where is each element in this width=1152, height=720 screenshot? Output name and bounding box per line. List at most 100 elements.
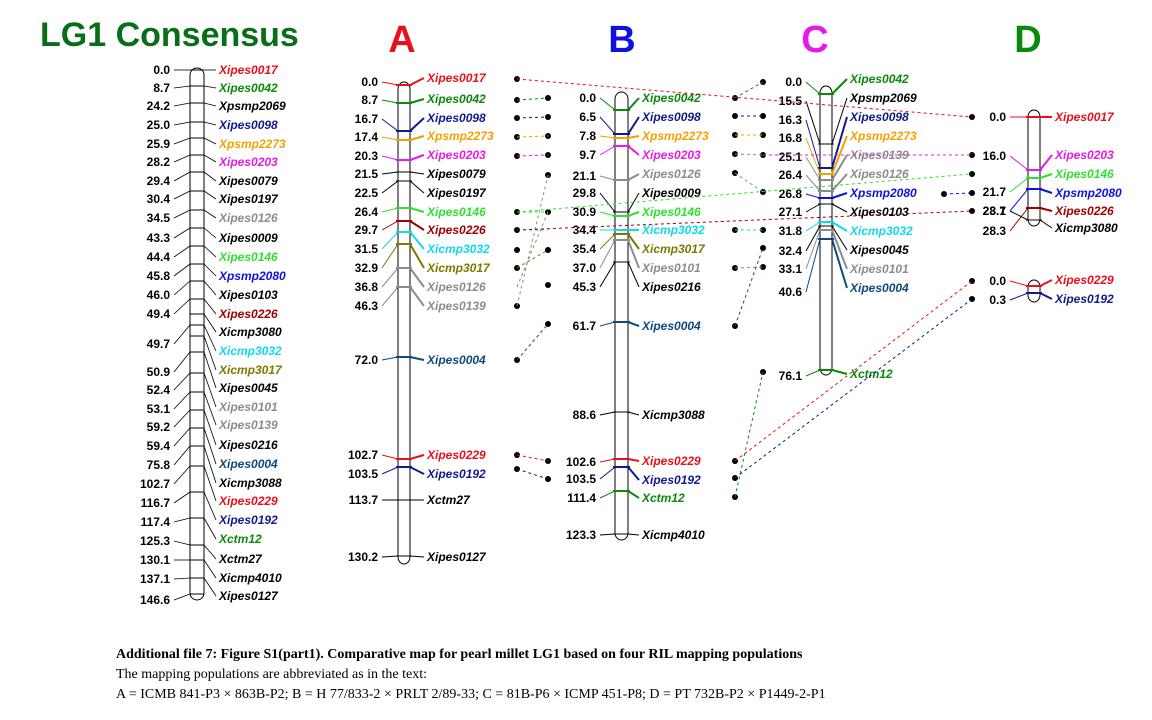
consensus-marker-xicmp4010: Xicmp4010 [218,571,282,585]
consensus-marker-xicmp3088: Xicmp3088 [218,476,282,490]
connector-2 [516,135,549,138]
map-b-xicmp4010-name-leader [627,533,640,536]
consensus-marker-xipes0017: Xipes0017 [218,63,279,77]
consensus-pos-xpsmp2273: 25.9 [147,137,171,151]
map-a-xicmp3017-name-leader [409,243,425,269]
map-a-xipes0146-pos: 26.4 [355,205,379,219]
map-c-xpsmp2273-pos: 16.8 [779,131,803,145]
map-d-lower-chromosome [1027,279,1041,303]
map-c-xipes0045-name: Xipes0045 [849,243,909,257]
map-a-xipes0004-pos-leader [381,356,399,361]
consensus-pos-leader-xipes0197 [173,190,191,200]
map-c-xpsmp2273-pos-leader [805,137,821,175]
consensus-pos-leader-xipes0045 [173,351,191,373]
map-a-xipes0226-pos: 29.7 [355,223,379,237]
consensus-pos-xipes0045: 50.9 [147,365,171,379]
map-a-xicmp3032-pos-leader [381,231,399,250]
map-c-xipes0139-pos-leader [805,156,821,181]
consensus-pos-leader-xctm12 [173,517,191,523]
map-d-lower-xipes0192-pos-leader [1009,292,1029,301]
map-a-xipes0004-name-leader [409,356,425,361]
connector-0 [516,97,549,101]
map-a-xpsmp2273-name-leader [409,135,425,141]
map-b-xipes0192-name-leader [627,466,640,481]
consensus-name-leader-xicmp3032 [203,324,217,352]
map-b-left-dot-7 [545,282,551,288]
map-a-xctm27-pos: 113.7 [349,493,379,507]
map-b-xipes0126-pos: 21.1 [573,169,597,183]
map-c-xctm12-pos: 76.1 [779,369,803,383]
consensus-marker-xipes0042: Xipes0042 [218,81,278,95]
map-c-xipes0098-name: Xipes0098 [849,110,909,124]
consensus-name-leader-xipes0103 [203,280,217,296]
map-b-xipes0098-pos: 6.5 [579,110,596,124]
connector-25 [516,210,973,231]
map-a-xipes0192-name-leader [409,466,425,475]
map-c-xipes0103-name-leader [831,203,848,213]
map-b-left-dot-8 [545,321,551,327]
map-a-xipes0126-name: Xipes0126 [426,280,486,294]
panel-label-a: A [388,19,415,61]
map-a-xipes0139-name-leader [409,286,425,307]
consensus-marker-xipes0009: Xipes0009 [218,231,278,245]
map-b-xicmp3088-name: Xicmp3088 [641,408,705,422]
map-b-xpsmp2273-pos-leader [599,135,616,139]
connector-26 [943,192,973,195]
consensus-pos-leader-xipes0103 [173,280,191,296]
panel-label-d: D [1014,19,1041,61]
map-b-xctm12-name: Xctm12 [641,491,685,505]
map-b-xipes0229-pos-leader [599,458,616,463]
consensus-name-leader-xpsmp2273 [203,137,217,145]
map-c-xipes0126-pos: 26.4 [779,168,803,182]
map-a-xicmp3032-name: Xicmp3032 [426,242,490,256]
map-c-xpsmp2080-name: Xpsmp2080 [849,186,917,200]
consensus-name-leader-xipes0127 [203,577,217,597]
map-b-xipes0216-name-leader [627,261,640,288]
map-a-xipes0146-name: Xipes0146 [426,205,486,219]
map-a-xipes0229-pos: 102.7 [348,448,378,462]
consensus-pos-leader-xipes0226 [173,298,191,315]
map-c-xicmp3032-pos-leader [805,221,821,232]
consensus-marker-xipes0139: Xipes0139 [218,418,278,432]
map-a-xipes0017-pos: 0.0 [361,75,378,89]
map-d-upper-xpsmp2080-pos-leader [1009,188,1029,212]
map-a-xipes0017-pos-leader [381,81,399,86]
map-b-xpsmp2273-name: Xpsmp2273 [641,129,709,143]
map-b-xicmp4010-pos-leader [599,533,616,536]
map-c-xipes0004-name-leader [831,238,848,289]
consensus-marker-xctm12: Xctm12 [218,532,262,546]
map-a-xipes0203-pos-leader [381,155,399,161]
consensus-name-leader-xicmp3080 [203,313,217,333]
map-d-upper-xpsmp2080-name-leader [1039,188,1053,194]
map-c-xipes0098-name-leader [831,116,848,169]
map-a-xipes0229-name-leader [409,454,425,460]
consensus-pos-xipes0226: 49.4 [147,307,171,321]
map-b-xpsmp2273-pos: 7.8 [579,129,596,143]
map-c-xctm12-pos-leader [805,369,821,377]
map-c-xipes0139-pos: 25.1 [779,150,803,164]
map-a-xipes0004-pos: 72.0 [355,353,379,367]
map-c-xipes0045-pos-leader [805,225,821,252]
map-b-xipes0042-name: Xipes0042 [641,91,701,105]
consensus-marker-xpsmp2080: Xpsmp2080 [218,269,286,283]
map-b-xipes0146-pos: 30.9 [573,205,597,219]
map-d-lower-xipes0229-name: Xipes0229 [1054,273,1114,287]
map-a-chromosome [397,81,411,565]
consensus-name-leader-xipes0126 [203,209,217,219]
map-a-xipes0127-name-leader [409,555,425,558]
consensus-name-leader-xpsmp2080 [203,263,217,277]
map-c-xicmp3032-name: Xicmp3032 [849,224,913,238]
map-d-upper-xipes0226-name-leader [1039,207,1053,212]
consensus-pos-leader-xipes0192 [173,491,191,504]
map-c-left-dot-6 [760,245,766,251]
consensus-pos-leader-xipes0229 [173,465,191,485]
map-a-xipes0017-name-leader [409,77,425,86]
map-a-xctm27-name: Xctm27 [426,493,471,507]
map-b-xipes0009-pos: 29.8 [573,186,597,200]
map-b-xipes0004-pos-leader [599,321,616,327]
map-c-xipes0004-pos: 40.6 [779,285,803,299]
consensus-name-leader-xicmp3088 [203,445,217,484]
consensus-pos-leader-xctm27 [173,540,191,546]
map-c-xpsmp2273-name-leader [831,135,848,175]
